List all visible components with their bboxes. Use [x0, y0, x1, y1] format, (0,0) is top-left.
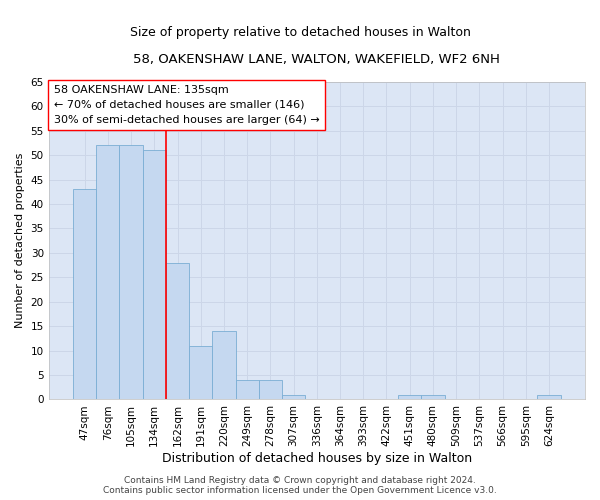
Bar	[119, 146, 143, 400]
Title: 58, OAKENSHAW LANE, WALTON, WAKEFIELD, WF2 6NH: 58, OAKENSHAW LANE, WALTON, WAKEFIELD, W…	[133, 52, 500, 66]
Bar	[143, 150, 166, 400]
Bar	[166, 262, 189, 400]
Bar	[398, 394, 421, 400]
Bar	[236, 380, 259, 400]
Bar	[189, 346, 212, 400]
X-axis label: Distribution of detached houses by size in Walton: Distribution of detached houses by size …	[162, 452, 472, 465]
Bar	[421, 394, 445, 400]
Text: 58 OAKENSHAW LANE: 135sqm
← 70% of detached houses are smaller (146)
30% of semi: 58 OAKENSHAW LANE: 135sqm ← 70% of detac…	[54, 85, 320, 124]
Bar	[96, 146, 119, 400]
Text: Contains HM Land Registry data © Crown copyright and database right 2024.
Contai: Contains HM Land Registry data © Crown c…	[103, 476, 497, 495]
Bar	[212, 331, 236, 400]
Bar	[259, 380, 282, 400]
Bar	[538, 394, 560, 400]
Bar	[73, 190, 96, 400]
Bar	[282, 394, 305, 400]
Y-axis label: Number of detached properties: Number of detached properties	[15, 153, 25, 328]
Text: Size of property relative to detached houses in Walton: Size of property relative to detached ho…	[130, 26, 470, 39]
